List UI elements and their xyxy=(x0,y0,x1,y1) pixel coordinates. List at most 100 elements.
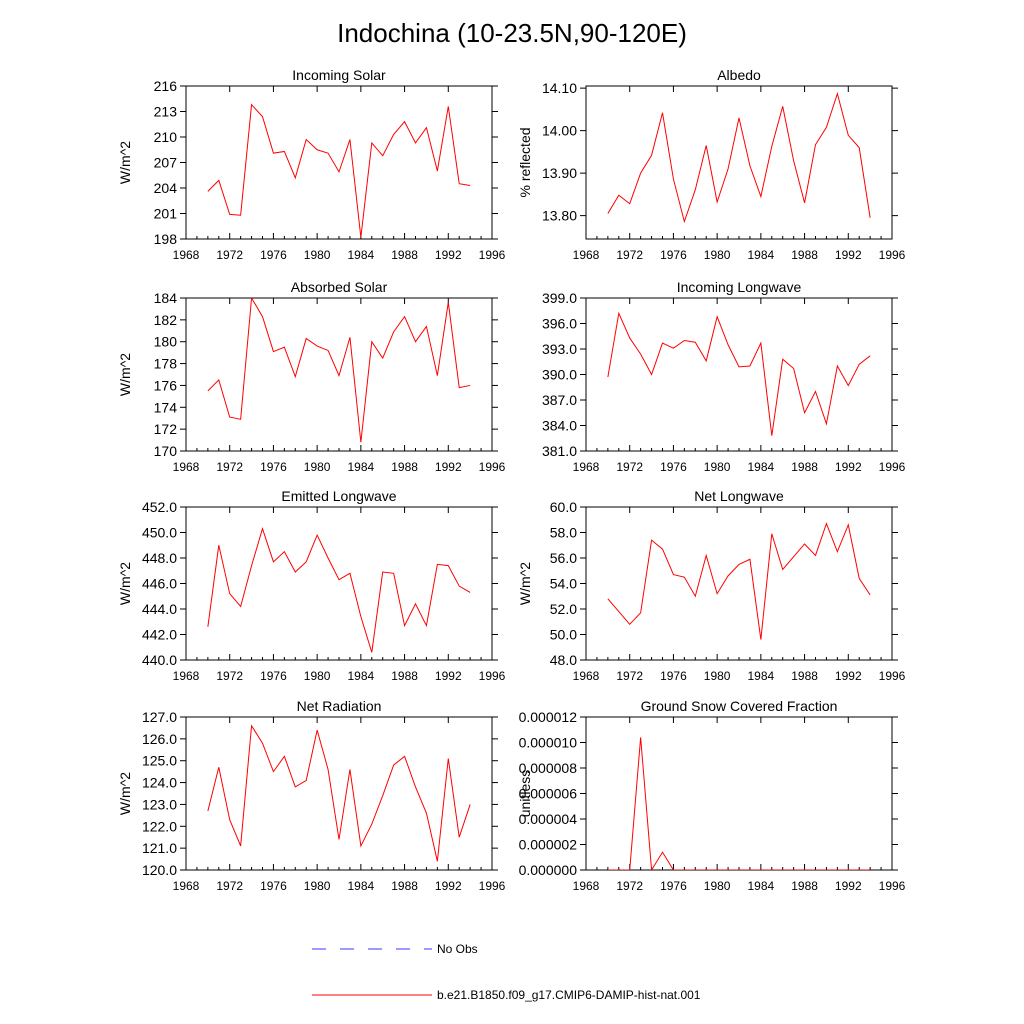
y-tick-label: 14.10 xyxy=(542,80,577,96)
y-tick-label: 396.0 xyxy=(542,316,577,332)
y-tick-label: 13.90 xyxy=(542,165,577,181)
plot-frame xyxy=(185,716,493,871)
y-axis-label: W/m^2 xyxy=(517,562,533,605)
x-tick-label: 1968 xyxy=(573,879,600,893)
x-tick-label: 1980 xyxy=(304,669,331,683)
x-tick-label: 1976 xyxy=(260,879,287,893)
series-line-1 xyxy=(207,526,471,653)
x-tick-label: 1972 xyxy=(216,879,243,893)
y-tick-label: 48.0 xyxy=(550,652,577,668)
x-tick-label: 1980 xyxy=(304,460,331,474)
x-tick-label: 1992 xyxy=(435,460,462,474)
x-tick-label: 1988 xyxy=(391,248,418,262)
y-axis-label: W/m^2 xyxy=(117,562,133,605)
y-axis-label: % reflected xyxy=(517,127,533,197)
y-tick-label: 210 xyxy=(154,129,178,145)
y-tick-label: 122.0 xyxy=(142,818,177,834)
series-line-1 xyxy=(607,311,871,436)
y-tick-label: 184 xyxy=(154,290,178,306)
x-tick-label: 1968 xyxy=(573,248,600,262)
y-tick-label: 176 xyxy=(154,377,178,393)
x-tick-label: 1988 xyxy=(791,879,818,893)
panel-1: Incoming Solar W/m^2 1968 1972 1976 1980 1984 1… xyxy=(117,67,506,262)
y-tick-label: 213 xyxy=(154,104,178,120)
x-tick-label: 1992 xyxy=(835,669,862,683)
y-tick-label: 60.0 xyxy=(550,499,577,515)
y-tick-label: 127.0 xyxy=(142,709,177,725)
y-tick-label: 180 xyxy=(154,334,178,350)
y-tick-label: 0.000008 xyxy=(519,760,578,776)
x-tick-label: 1996 xyxy=(879,669,906,683)
x-tick-label: 1968 xyxy=(173,248,200,262)
y-tick-label: 440.0 xyxy=(142,652,177,668)
x-tick-label: 1992 xyxy=(835,460,862,474)
y-tick-label: 0.000010 xyxy=(519,735,578,751)
x-tick-label: 1972 xyxy=(616,460,643,474)
x-tick-label: 1968 xyxy=(173,879,200,893)
y-tick-label: 0.000000 xyxy=(519,862,578,878)
x-tick-label: 1968 xyxy=(173,669,200,683)
x-tick-label: 1984 xyxy=(348,248,375,262)
x-tick-label: 1984 xyxy=(748,879,775,893)
y-tick-label: 172 xyxy=(154,421,178,437)
x-tick-label: 1980 xyxy=(304,248,331,262)
y-tick-label: 0.000012 xyxy=(519,709,578,725)
x-tick-label: 1980 xyxy=(704,669,731,683)
y-tick-label: 125.0 xyxy=(142,753,177,769)
x-tick-label: 1972 xyxy=(616,248,643,262)
y-tick-label: 0.000004 xyxy=(519,811,578,827)
x-tick-label: 1968 xyxy=(573,460,600,474)
figure-title: Indochina (10-23.5N,90-120E) xyxy=(337,18,687,48)
x-tick-label: 1972 xyxy=(216,248,243,262)
plot-frame xyxy=(185,85,493,240)
y-tick-label: 384.0 xyxy=(542,418,577,434)
x-tick-label: 1984 xyxy=(348,879,375,893)
series-line-1 xyxy=(607,522,871,640)
panel-6: Net Longwave W/m^2 1968 1972 1976 1980 1984 198… xyxy=(517,488,906,683)
y-tick-label: 444.0 xyxy=(142,601,177,617)
x-tick-label: 1996 xyxy=(479,460,506,474)
y-tick-label: 393.0 xyxy=(542,341,577,357)
y-tick-label: 174 xyxy=(154,399,178,415)
y-tick-label: 207 xyxy=(154,155,178,171)
y-tick-label: 13.80 xyxy=(542,208,577,224)
panel-title: Ground Snow Covered Fraction xyxy=(641,698,838,714)
y-tick-label: 120.0 xyxy=(142,862,177,878)
y-tick-label: 452.0 xyxy=(142,499,177,515)
panel-7: Net Radiation W/m^2 1968 1972 1976 1980 1984 19… xyxy=(117,698,506,893)
x-tick-label: 1996 xyxy=(879,879,906,893)
y-tick-label: 182 xyxy=(154,312,178,328)
series-line-1 xyxy=(207,103,471,238)
series-line-1 xyxy=(607,737,871,870)
y-tick-label: 387.0 xyxy=(542,392,577,408)
x-tick-label: 1972 xyxy=(216,460,243,474)
y-tick-label: 121.0 xyxy=(142,840,177,856)
x-tick-label: 1992 xyxy=(835,248,862,262)
y-tick-label: 442.0 xyxy=(142,627,177,643)
y-tick-label: 52.0 xyxy=(550,601,577,617)
x-tick-label: 1976 xyxy=(660,460,687,474)
x-tick-label: 1988 xyxy=(391,669,418,683)
x-tick-label: 1976 xyxy=(260,248,287,262)
x-tick-label: 1976 xyxy=(260,669,287,683)
panel-title: Absorbed Solar xyxy=(291,279,388,295)
plot-frame xyxy=(585,297,893,452)
x-tick-label: 1992 xyxy=(835,879,862,893)
x-tick-label: 1988 xyxy=(791,248,818,262)
x-tick-label: 1976 xyxy=(660,669,687,683)
y-tick-label: 390.0 xyxy=(542,367,577,383)
legend: No Obs b.e21.B1850.f09_g17.CMIP6-DAMIP-h… xyxy=(312,942,701,1002)
y-tick-label: 450.0 xyxy=(142,525,177,541)
panel-title: Net Radiation xyxy=(297,698,382,714)
x-tick-label: 1996 xyxy=(879,248,906,262)
y-tick-label: 54.0 xyxy=(550,576,577,592)
x-tick-label: 1992 xyxy=(435,248,462,262)
y-tick-label: 14.00 xyxy=(542,123,577,139)
x-tick-label: 1980 xyxy=(704,879,731,893)
y-tick-label: 123.0 xyxy=(142,796,177,812)
x-tick-label: 1980 xyxy=(304,879,331,893)
x-tick-label: 1984 xyxy=(748,460,775,474)
x-tick-label: 1972 xyxy=(616,669,643,683)
y-tick-label: 381.0 xyxy=(542,443,577,459)
